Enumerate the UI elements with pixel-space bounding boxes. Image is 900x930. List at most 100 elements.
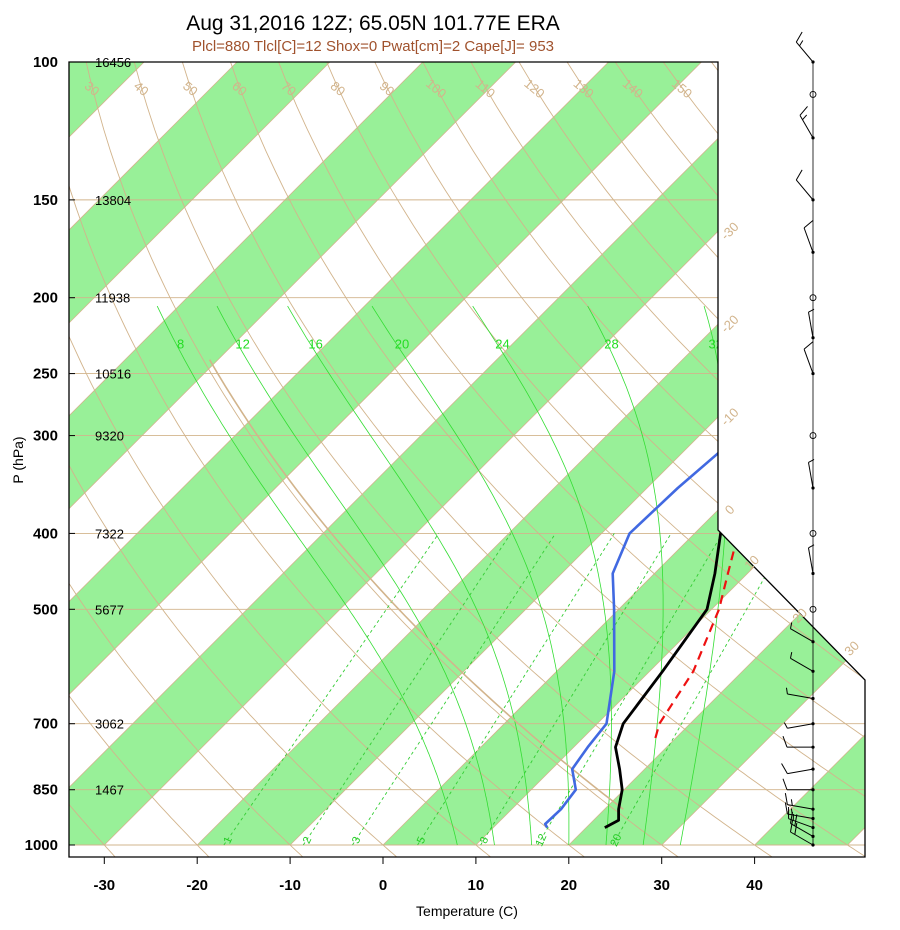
dry-adiabat-line [275, 62, 865, 857]
mixing-ratio-line [302, 533, 512, 846]
moist-adiabat-line [371, 305, 570, 845]
y-tick-label: 500 [33, 601, 58, 618]
calm-circle [809, 294, 817, 302]
dry-adiabat-label: 80 [328, 78, 349, 99]
dry-adiabat-line [69, 62, 309, 857]
green-band [69, 62, 865, 845]
barb-dot [811, 834, 815, 838]
height-label: 16456 [95, 55, 131, 70]
chart-title: Aug 31,2016 12Z; 65.05N 101.77E ERA [186, 12, 560, 35]
barb-staff [799, 115, 814, 139]
isotherm-line [69, 62, 238, 846]
y-tick-label: 700 [33, 716, 58, 733]
barb-flag [794, 822, 798, 835]
y-tick-label: 300 [33, 428, 58, 445]
moist-adiabat-line [216, 305, 495, 846]
mixing-ratio-line [480, 533, 672, 846]
dry-adiabat-line [179, 62, 865, 857]
wind-barbs [781, 31, 817, 847]
barb-half-flag [808, 308, 815, 313]
mixing-ratio-label: 3 [350, 835, 363, 846]
dry-adiabat-line [371, 62, 865, 857]
isotherm-line [289, 62, 865, 846]
barb-staff [790, 831, 814, 846]
dry-adiabat-line [69, 62, 403, 857]
barb-staff [790, 657, 814, 672]
barb-staff [787, 804, 814, 810]
barb-staff [788, 818, 814, 829]
x-tick-label: 20 [560, 877, 577, 894]
isotherm-line [69, 62, 702, 846]
mixing-ratio-label: 8 [478, 835, 491, 846]
isotherm-line [69, 62, 795, 846]
barb-dot [811, 669, 815, 673]
mixing-ratio-label: 20 [608, 832, 624, 848]
y-tick-label: 400 [33, 525, 58, 542]
dry-adiabat-line [323, 62, 865, 857]
y-tick-label: 200 [33, 290, 58, 307]
barb-flag [784, 793, 788, 805]
barb-staff [787, 693, 814, 700]
barb-dot [811, 136, 815, 140]
barb-flag [795, 31, 803, 43]
moist-adiabat-label: 12 [235, 337, 249, 352]
moist-adiabat-label: 32 [708, 337, 722, 352]
barb-dot [811, 250, 815, 254]
dry-adiabat-line [69, 62, 120, 857]
moist-adiabat-label: 8 [177, 337, 184, 352]
mixing-ratio-label: 2 [301, 835, 314, 846]
barb-dot [811, 843, 815, 847]
moist-adiabat-line [287, 305, 532, 846]
barb-dot [811, 486, 815, 490]
isotherm-line [847, 62, 865, 846]
barb-staff [790, 822, 814, 837]
mixing-ratio-line [352, 533, 556, 846]
barb-half-flag [799, 40, 804, 47]
y-tick-label: 150 [33, 192, 58, 209]
x-axis: -30 -20 -10 0 10 20 30 40 [93, 857, 763, 894]
y-axis-label: P (hPa) [10, 436, 26, 483]
barb-dot [811, 696, 815, 701]
calm-circle [809, 529, 817, 537]
isotherm-line [568, 62, 865, 846]
moist-adiabat-label: 28 [604, 337, 618, 352]
calm-circle [809, 90, 817, 98]
barb-dot [811, 336, 815, 340]
dry-adiabat-line [418, 62, 865, 857]
isotherm-label: -20 [718, 312, 742, 336]
height-label: 10516 [95, 367, 131, 382]
barb-dot [811, 745, 815, 749]
barb-half-flag [789, 622, 793, 629]
isotherm-label: 0 [722, 502, 738, 518]
barb-dot [811, 722, 815, 726]
green-bands [69, 62, 865, 845]
barb-staff [795, 41, 814, 63]
moist-adiabat-label: 20 [395, 337, 409, 352]
barb-dot [811, 788, 815, 792]
isotherm-line [69, 62, 516, 846]
barb-staff [787, 768, 814, 775]
barb-half-flag [808, 544, 815, 549]
chart-subtitle: Plcl=880 Tlcl[C]=12 Shox=0 Pwat[cm]=2 Ca… [192, 38, 554, 55]
height-label: 9320 [95, 429, 124, 444]
barb-dot [811, 767, 815, 771]
environment-curve [208, 359, 624, 810]
barb-half-flag [802, 114, 808, 121]
mixing-ratio-label: 1 [222, 835, 235, 846]
barb-flag [795, 169, 803, 181]
barb-half-flag [783, 722, 788, 729]
height-label: 13804 [95, 193, 131, 208]
height-label: 1467 [95, 783, 124, 798]
barb-flag [789, 820, 794, 833]
x-tick-label: 0 [379, 877, 387, 894]
barb-flag [781, 763, 788, 774]
calm-circle [809, 432, 817, 440]
barb-dot [811, 60, 815, 64]
barb-flag [803, 341, 814, 350]
isotherm-line [661, 62, 865, 846]
barb-half-flag [790, 808, 793, 815]
x-tick-label: -20 [186, 877, 208, 894]
barb-flag [784, 802, 788, 815]
dry-adiabat-line [69, 62, 591, 857]
